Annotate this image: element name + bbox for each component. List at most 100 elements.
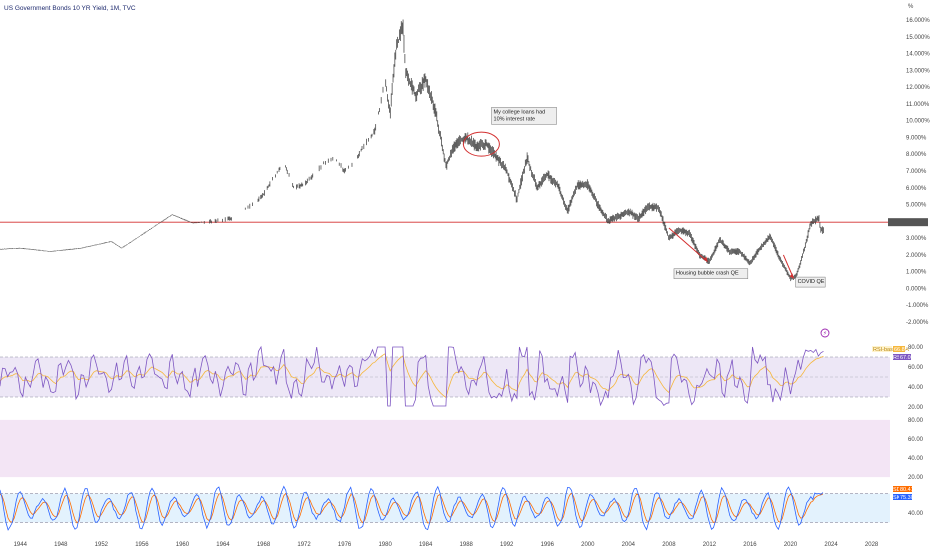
x-tick-label: 1972 xyxy=(297,542,311,548)
x-tick-label: 1956 xyxy=(135,542,149,548)
stoch-y-tick-label: 40.00 xyxy=(908,511,924,517)
price-series xyxy=(0,19,824,282)
rsi-y-tick-label: 60.00 xyxy=(908,365,924,371)
x-tick-label: 1944 xyxy=(14,542,28,548)
annotation-arrow xyxy=(668,227,708,262)
stoch-y-axis: 40.00 xyxy=(908,511,924,517)
price-y-tick-label: 14.000% xyxy=(906,52,930,58)
price-y-tick-label: 2.000% xyxy=(906,253,927,259)
price-y-tick-label: 6.000% xyxy=(906,186,927,192)
stoch-series xyxy=(0,485,824,531)
price-y-tick-label: 7.000% xyxy=(906,169,927,175)
price-y-tick-label: 8.000% xyxy=(906,152,927,158)
price-y-tick-label: 3.000% xyxy=(906,236,927,242)
price-y-tick-label: -1.000% xyxy=(906,303,929,309)
stoch-d-line xyxy=(0,492,824,524)
rsi-y-tick-label: 80.00 xyxy=(908,345,924,351)
annotation-box xyxy=(673,268,749,279)
empty-pane-y-axis: 20.00 40.00 60.00 80.00 xyxy=(908,418,924,481)
price-y-tick-label: 10.000% xyxy=(906,119,930,125)
annotation-text: My college loans had xyxy=(494,109,546,115)
x-tick-label: 2008 xyxy=(662,542,676,548)
price-y-axis: -2.000%-1.000%0.000%1.000%2.000%3.000%4.… xyxy=(906,18,930,326)
stoch-k-line xyxy=(0,485,824,531)
x-tick-label: 1988 xyxy=(460,542,474,548)
stoch-tag: SK 75.30 xyxy=(893,494,914,501)
empty-indicator-pane: 20.00 40.00 60.00 80.00 xyxy=(0,418,924,481)
annotation-text: 10% interest rate xyxy=(494,116,536,122)
x-tick-label: 2000 xyxy=(581,542,595,548)
rsi-series xyxy=(0,345,824,407)
rsi-value: 67.00 xyxy=(900,355,914,361)
empty-y-tick-label: 20.00 xyxy=(908,475,924,481)
rsi-y-tick-label: 20.00 xyxy=(908,405,924,411)
x-tick-label: 1996 xyxy=(541,542,555,548)
price-y-tick-label: 0.000% xyxy=(906,286,927,292)
stoch-tag-value: 80.41 xyxy=(900,487,914,493)
price-y-tick-label: 9.000% xyxy=(906,135,927,141)
annotation-text: COVID QE xyxy=(798,279,825,285)
time-axis: 1944 1948 1952 1956 1960 1964 1968 1972 1976 1980… xyxy=(14,542,879,548)
percent-unit-label: % xyxy=(908,4,914,10)
x-tick-label: 1968 xyxy=(257,542,271,548)
price-y-tick-label: 12.000% xyxy=(906,85,930,91)
empty-y-tick-label: 80.00 xyxy=(908,418,924,424)
empty-y-tick-label: 40.00 xyxy=(908,456,924,462)
annotation-note[interactable]: Housing bubble crash QE xyxy=(668,227,749,279)
chart-title: US Government Bonds 10 YR Yield, 1M, TVC xyxy=(4,5,136,12)
stoch-tag-label: SK xyxy=(893,495,901,501)
price-y-tick-label: 16.000% xyxy=(906,18,930,24)
rsi-ma-value: 66.88 xyxy=(894,347,908,353)
x-tick-label: 1976 xyxy=(338,542,352,548)
price-y-tick-label: 5.000% xyxy=(906,203,927,209)
x-tick-label: 1960 xyxy=(176,542,190,548)
x-tick-label: 2004 xyxy=(622,542,636,548)
x-tick-label: 2028 xyxy=(865,542,879,548)
price-y-tick-label: 15.000% xyxy=(906,35,930,41)
price-y-tick-label: 1.000% xyxy=(906,270,927,276)
x-tick-label: 2020 xyxy=(784,542,798,548)
rsi-y-tick-label: 40.00 xyxy=(908,385,924,391)
alert-icon[interactable]: ⚡ xyxy=(820,328,830,338)
annotation-arrowhead xyxy=(703,256,708,262)
price-y-tick-label: 11.000% xyxy=(906,102,930,108)
x-tick-label: 2024 xyxy=(824,542,838,548)
x-tick-label: 1952 xyxy=(95,542,109,548)
price-y-tick-label: -2.000% xyxy=(906,320,929,326)
rsi-line xyxy=(0,345,824,407)
x-tick-label: 1980 xyxy=(378,542,392,548)
rsi-label: RSI xyxy=(893,355,903,361)
stoch-tag-value: 75.30 xyxy=(900,495,914,501)
price-y-tick-label: 13.000% xyxy=(906,68,930,74)
x-tick-label: 1984 xyxy=(419,542,433,548)
rsi-ma-label: RSI-based MA xyxy=(873,347,909,353)
annotation-arrowhead xyxy=(789,273,794,279)
x-tick-label: 2016 xyxy=(743,542,757,548)
svg-text:⚡: ⚡ xyxy=(823,330,827,337)
empty-indicator-band xyxy=(0,419,890,478)
stoch-tag-label: SD xyxy=(893,487,901,493)
highlight-ellipse xyxy=(462,131,500,157)
rsi-y-axis: 20.00 40.00 60.00 80.00 xyxy=(908,345,924,411)
price-pane: US Government Bonds 10 YR Yield, 1M, TVC… xyxy=(0,4,930,326)
annotation-box xyxy=(491,107,557,125)
x-tick-label: 1948 xyxy=(54,542,68,548)
annotation-note[interactable]: COVID QE xyxy=(782,254,826,288)
annotation-text: Housing bubble crash QE xyxy=(676,271,739,277)
x-tick-label: 1992 xyxy=(500,542,514,548)
horizontal-line[interactable] xyxy=(0,218,928,227)
annotation-box xyxy=(795,276,826,288)
last-price-marker xyxy=(888,218,928,227)
x-tick-label: 2012 xyxy=(703,542,717,548)
stoch-tag: SD 80.41 xyxy=(893,486,914,493)
empty-y-tick-label: 60.00 xyxy=(908,437,924,443)
